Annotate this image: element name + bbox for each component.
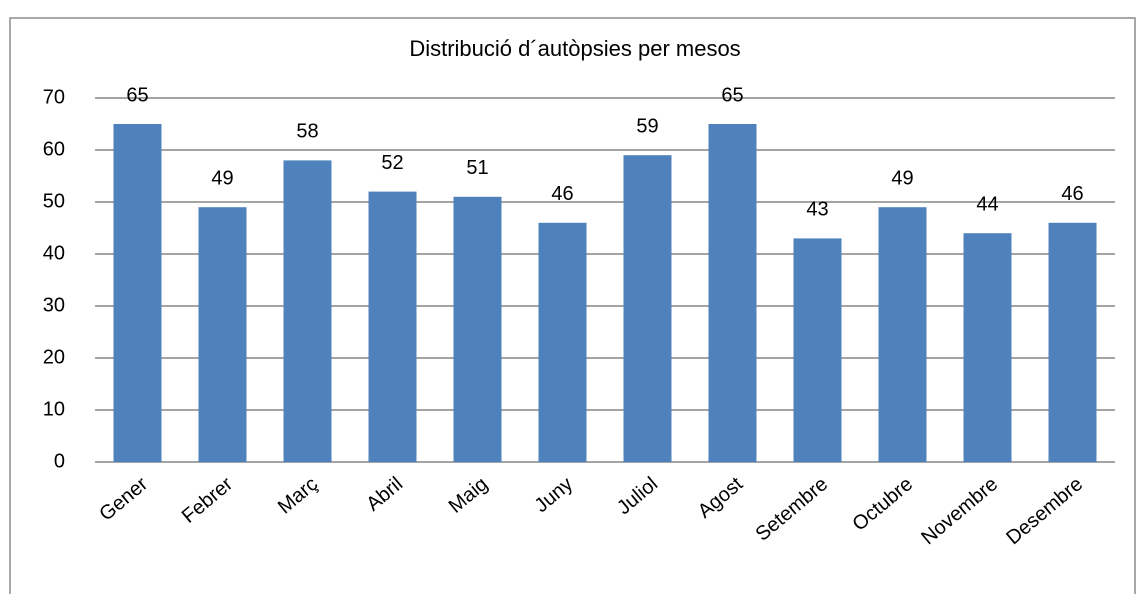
x-tick-label: Novembre: [917, 473, 1002, 549]
x-tick-label: Gener: [95, 473, 152, 526]
data-label: 49: [891, 167, 913, 189]
x-tick-label: Agost: [694, 473, 748, 523]
chart-frame: [9, 17, 1136, 594]
data-label: 51: [466, 157, 488, 179]
bar: [963, 233, 1012, 462]
y-tick-label: 10: [43, 398, 65, 420]
y-tick-label: 20: [43, 346, 65, 368]
bar: [368, 191, 417, 462]
data-label: 43: [806, 199, 828, 221]
data-label: 59: [636, 115, 658, 137]
y-tick-label: 0: [54, 450, 65, 472]
x-tick-label: Febrer: [178, 473, 238, 528]
bar: [453, 196, 502, 463]
data-label: 65: [126, 84, 148, 106]
bar: [538, 222, 587, 462]
x-tick-label: Desembre: [1002, 473, 1087, 549]
bar: [878, 207, 927, 462]
bar: [708, 124, 757, 462]
bar: [283, 160, 332, 462]
data-label: 65: [721, 84, 743, 106]
bar: [623, 155, 672, 462]
x-tick-label: Juny: [531, 473, 578, 517]
data-label: 58: [296, 121, 318, 143]
data-label: 52: [381, 152, 403, 174]
y-tick-label: 50: [43, 190, 65, 212]
x-tick-label: Maig: [445, 473, 492, 518]
x-tick-label: Abril: [362, 473, 407, 516]
x-tick-label: Març: [274, 473, 322, 518]
data-label: 46: [1061, 183, 1083, 205]
bar: [793, 238, 842, 462]
chart-title: Distribució d´autòpsies per mesos: [409, 36, 740, 61]
bar: [1048, 222, 1097, 462]
y-tick-label: 70: [43, 86, 65, 108]
y-tick-label: 40: [43, 242, 65, 264]
bar: [113, 124, 162, 462]
x-tick-label: Setembre: [752, 473, 833, 546]
x-tick-label: Juliol: [613, 473, 662, 519]
data-label: 49: [211, 167, 233, 189]
x-tick-label: Octubre: [848, 473, 917, 536]
y-tick-label: 60: [43, 138, 65, 160]
data-label: 44: [976, 193, 998, 215]
y-tick-label: 30: [43, 294, 65, 316]
bar: [198, 207, 247, 462]
data-label: 46: [551, 183, 573, 205]
